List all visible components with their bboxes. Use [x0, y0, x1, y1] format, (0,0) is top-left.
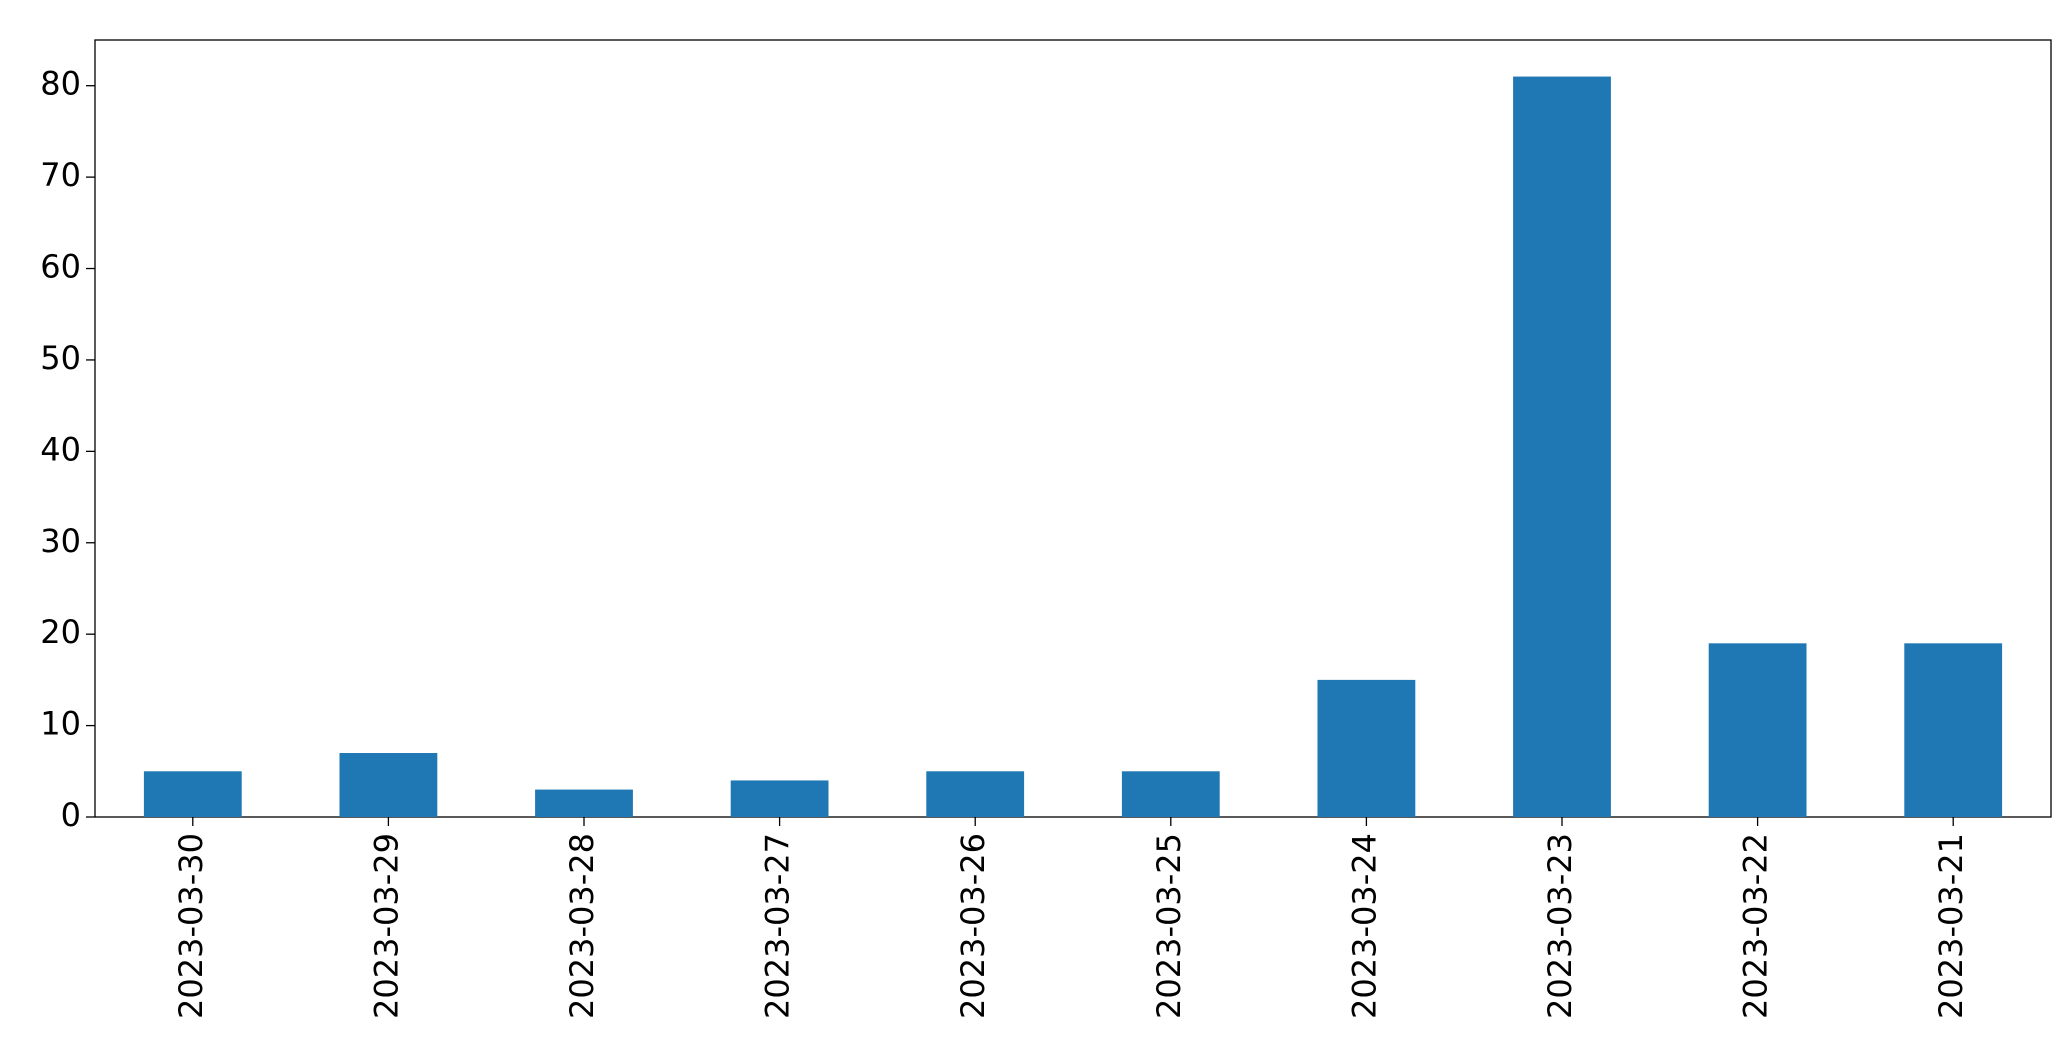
bar: [339, 753, 438, 817]
x-tick-label: 2023-03-30: [172, 833, 210, 1019]
y-tick-label: 30: [40, 522, 81, 560]
bar: [1317, 679, 1416, 817]
y-tick-label: 0: [61, 796, 81, 834]
plot-frame: [94, 39, 2052, 818]
x-tick-label: 2023-03-23: [1541, 833, 1579, 1019]
y-tick-label: 20: [40, 613, 81, 651]
x-tick-label: 2023-03-24: [1345, 833, 1383, 1019]
bar: [535, 789, 633, 817]
bar: [1121, 771, 1220, 817]
bar: [143, 771, 242, 817]
x-tick-label: 2023-03-22: [1737, 833, 1775, 1019]
x-tick-label: 2023-03-21: [1932, 833, 1970, 1019]
y-tick-label: 50: [40, 339, 81, 377]
y-tick-label: 60: [40, 248, 81, 286]
bar: [1708, 643, 1807, 817]
y-tick-label: 70: [40, 156, 81, 194]
bar: [730, 780, 829, 817]
x-tick-label: 2023-03-26: [954, 833, 992, 1019]
y-tick-label: 40: [40, 430, 81, 468]
y-tick-label: 80: [40, 65, 81, 103]
bar: [1513, 76, 1611, 818]
x-tick-label: 2023-03-28: [563, 833, 601, 1019]
x-tick-label: 2023-03-27: [759, 833, 797, 1019]
x-tick-label: 2023-03-29: [367, 833, 405, 1019]
bar: [926, 771, 1025, 817]
y-tick-label: 10: [40, 705, 81, 743]
bar: [1904, 643, 2003, 817]
x-tick-label: 2023-03-25: [1150, 833, 1188, 1019]
